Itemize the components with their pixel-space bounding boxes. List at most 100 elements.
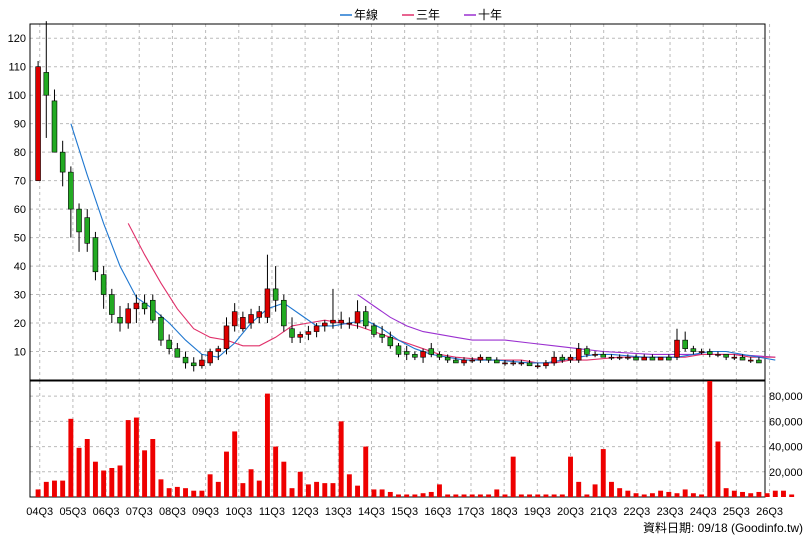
candle [674,328,680,361]
x-tick-label: 08Q3 [159,506,186,518]
price-ytick-label: 20 [14,318,26,330]
candle [199,354,205,369]
candle [436,351,443,361]
candle [559,354,566,363]
volume-ytick-label: 80,000 [769,391,803,403]
candle [215,345,222,361]
candle [461,357,467,366]
candle [289,317,295,343]
legend-label-2: 十年 [478,8,502,22]
candle [510,360,516,366]
candle [756,357,762,364]
candle [387,331,394,349]
legend: 年線 三年 十年 [340,7,502,22]
volume-bar [224,451,229,497]
candle [51,89,58,153]
volume-bar [625,490,631,497]
volume-bar [510,456,516,497]
volume-bar [690,493,696,497]
volume-bar [314,481,320,497]
volume-bar [535,494,541,497]
volume-bar [338,421,344,497]
price-ytick-label: 40 [14,261,26,273]
volume-bar [142,450,148,497]
volume-bar [240,483,246,497]
candle [174,342,181,358]
volume-bar [379,489,385,497]
candle [633,354,639,361]
candle [379,325,385,343]
volume-bar [232,431,238,497]
volume-bar [396,494,401,497]
x-tick-label: 25Q3 [723,506,750,518]
x-tick-label: 05Q3 [59,506,86,518]
volume-bar [781,490,786,497]
candle [371,323,377,338]
x-tick-label: 17Q3 [458,506,485,518]
candle [428,342,435,358]
volume-bar [707,381,713,497]
candle [575,342,582,363]
candle [698,348,705,355]
candle [747,357,754,363]
candle [281,294,287,332]
volume-bar [166,488,172,497]
volume-bar [117,465,123,497]
volume-bar [150,439,156,497]
legend-label-1: 三年 [416,8,440,22]
price-ytick-label: 70 [14,176,26,188]
volume-bar [371,489,377,497]
volume-bar [699,494,705,497]
volume-bar [436,484,442,497]
volume-bar [297,471,303,497]
candle [43,21,50,138]
volume-bar [568,456,573,497]
candle [68,166,74,238]
candle [707,348,713,358]
candle [190,357,197,372]
volume-bar [486,494,492,497]
candle [322,320,328,332]
moving-average-lines [70,123,776,364]
candle [84,209,90,252]
price-gridlines [30,24,771,380]
candle [313,323,320,338]
volume-bar [92,461,98,497]
volume-bar [715,441,721,497]
candle [420,348,426,363]
candle [666,354,672,361]
volume-bar [789,494,795,497]
price-y-axis: 10 20 30 40 50 60 70 80 90 100 110 120 [8,33,26,358]
volume-bar [412,494,418,497]
volume-bar [453,494,459,497]
candle [354,300,361,329]
candle [346,317,353,329]
candle [117,305,123,332]
candle [625,354,631,361]
volume-bar [76,447,82,497]
candle [600,351,607,358]
candle [182,351,189,369]
volume-bar [551,494,557,497]
volume-bars [35,381,795,497]
price-ytick-label: 110 [8,62,26,74]
volume-bar [35,489,41,497]
volume-bar [125,420,131,497]
candlestick-series [35,21,762,372]
candle [166,334,172,355]
candle [682,331,688,352]
volume-bar [609,481,614,497]
volume-bar [273,446,279,497]
volume-bar [494,489,500,497]
volume-bar [674,493,680,497]
candle [35,61,41,181]
volume-bar [748,493,754,497]
volume-bar [289,488,295,497]
price-ytick-label: 60 [14,204,26,216]
volume-bar [731,490,737,497]
volume-bar [191,490,197,497]
volume-bar [576,481,582,497]
volume-ytick-label: 20,000 [769,467,803,479]
x-tick-label: 16Q3 [424,506,451,518]
candle [444,354,451,363]
